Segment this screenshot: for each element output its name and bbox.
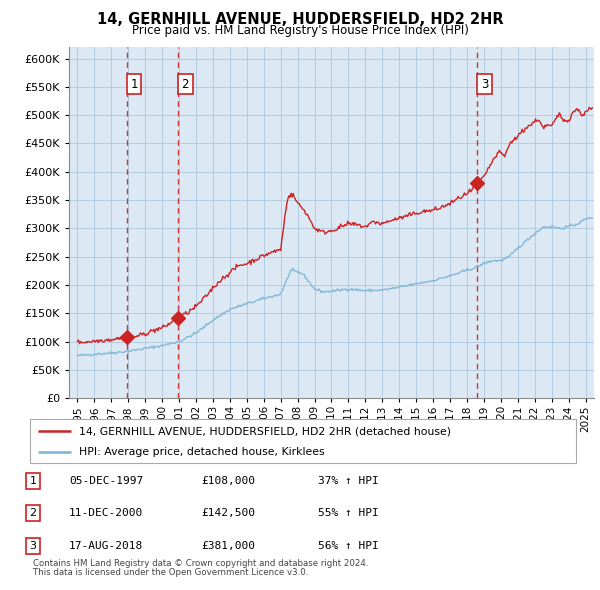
Text: 2: 2 bbox=[29, 509, 37, 518]
Text: £142,500: £142,500 bbox=[201, 509, 255, 518]
Point bbox=[473, 178, 482, 187]
Text: 1: 1 bbox=[130, 77, 138, 90]
Text: 14, GERNHILL AVENUE, HUDDERSFIELD, HD2 2HR (detached house): 14, GERNHILL AVENUE, HUDDERSFIELD, HD2 2… bbox=[79, 427, 451, 436]
Bar bbox=[69, 47, 594, 398]
Text: 1: 1 bbox=[29, 476, 37, 486]
Text: 37% ↑ HPI: 37% ↑ HPI bbox=[318, 476, 379, 486]
Text: HPI: Average price, detached house, Kirklees: HPI: Average price, detached house, Kirk… bbox=[79, 447, 325, 457]
Point bbox=[173, 313, 183, 322]
Text: 14, GERNHILL AVENUE, HUDDERSFIELD, HD2 2HR: 14, GERNHILL AVENUE, HUDDERSFIELD, HD2 2… bbox=[97, 12, 503, 27]
Point bbox=[122, 332, 132, 342]
Text: Price paid vs. HM Land Registry's House Price Index (HPI): Price paid vs. HM Land Registry's House … bbox=[131, 24, 469, 37]
Text: 3: 3 bbox=[481, 77, 488, 90]
Text: Contains HM Land Registry data © Crown copyright and database right 2024.: Contains HM Land Registry data © Crown c… bbox=[33, 559, 368, 568]
Text: 55% ↑ HPI: 55% ↑ HPI bbox=[318, 509, 379, 518]
Text: 17-AUG-2018: 17-AUG-2018 bbox=[69, 541, 143, 550]
Text: £381,000: £381,000 bbox=[201, 541, 255, 550]
Text: This data is licensed under the Open Government Licence v3.0.: This data is licensed under the Open Gov… bbox=[33, 568, 308, 577]
Text: 2: 2 bbox=[182, 77, 189, 90]
Text: 56% ↑ HPI: 56% ↑ HPI bbox=[318, 541, 379, 550]
Text: £108,000: £108,000 bbox=[201, 476, 255, 486]
Text: 05-DEC-1997: 05-DEC-1997 bbox=[69, 476, 143, 486]
Text: 11-DEC-2000: 11-DEC-2000 bbox=[69, 509, 143, 518]
Text: 3: 3 bbox=[29, 541, 37, 550]
